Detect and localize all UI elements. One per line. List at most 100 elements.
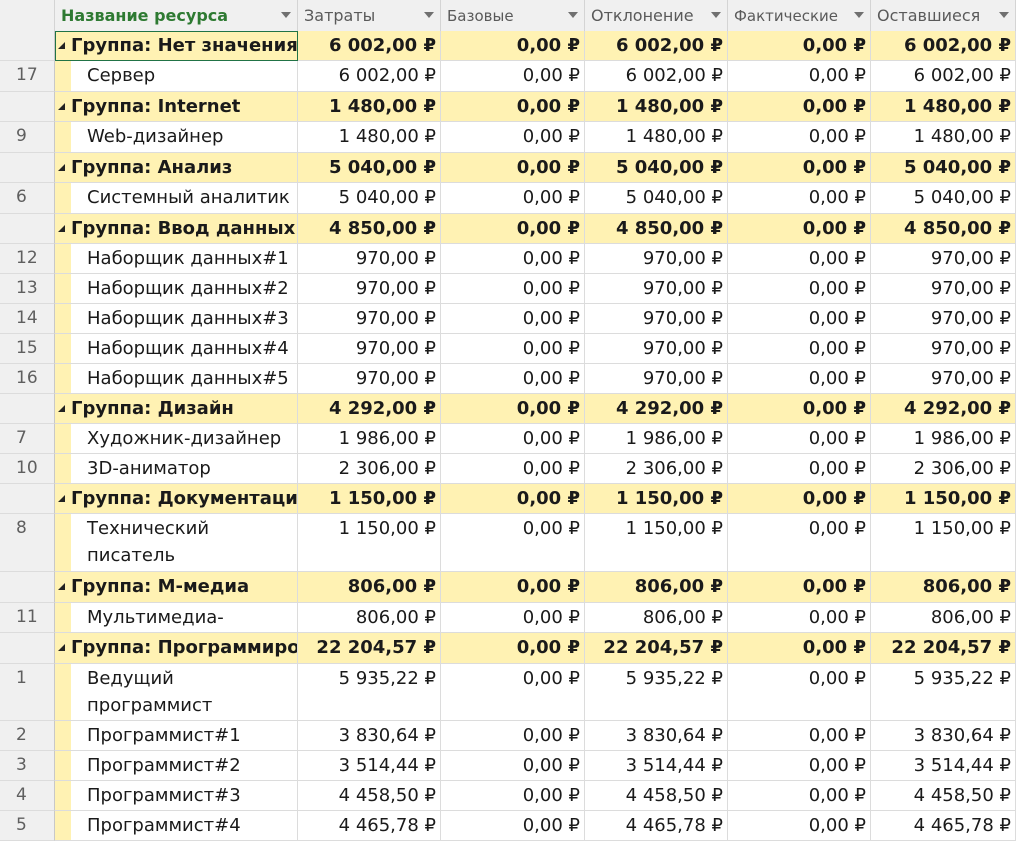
row-number[interactable]: 17: [0, 61, 55, 92]
remaining-cell[interactable]: 806,00 ₽: [871, 603, 1016, 633]
variance-cell[interactable]: 22 204,57 ₽: [585, 633, 728, 664]
cost-cell[interactable]: 970,00 ₽: [298, 364, 441, 394]
variance-cell[interactable]: 1 480,00 ₽: [585, 92, 728, 122]
column-header-cost[interactable]: Затраты: [298, 0, 441, 31]
row-number[interactable]: 7: [0, 424, 55, 454]
remaining-cell[interactable]: 3 514,44 ₽: [871, 751, 1016, 781]
row-number[interactable]: 12: [0, 244, 55, 274]
resource-name-cell[interactable]: Группа: Нет значения: [55, 31, 298, 61]
cost-cell[interactable]: 4 465,78 ₽: [298, 811, 441, 841]
row-number[interactable]: 4: [0, 781, 55, 811]
variance-cell[interactable]: 4 458,50 ₽: [585, 781, 728, 811]
chevron-down-icon[interactable]: [281, 12, 291, 18]
baseline-cell[interactable]: 0,00 ₽: [441, 514, 585, 572]
variance-cell[interactable]: 4 850,00 ₽: [585, 214, 728, 244]
remaining-cell[interactable]: 4 465,78 ₽: [871, 811, 1016, 841]
collapse-triangle-icon[interactable]: [58, 495, 65, 502]
remaining-cell[interactable]: 806,00 ₽: [871, 572, 1016, 603]
resource-name-cell[interactable]: Технический писатель: [55, 514, 298, 572]
variance-cell[interactable]: 1 150,00 ₽: [585, 484, 728, 514]
chevron-down-icon[interactable]: [999, 12, 1009, 18]
baseline-cell[interactable]: 0,00 ₽: [441, 61, 585, 92]
row-number[interactable]: 10: [0, 454, 55, 484]
row-number[interactable]: [0, 214, 55, 244]
actual-cell[interactable]: 0,00 ₽: [728, 31, 871, 61]
actual-cell[interactable]: 0,00 ₽: [728, 334, 871, 364]
chevron-down-icon[interactable]: [424, 12, 434, 18]
actual-cell[interactable]: 0,00 ₽: [728, 664, 871, 721]
cost-cell[interactable]: 2 306,00 ₽: [298, 454, 441, 484]
select-all-corner[interactable]: [0, 0, 55, 31]
resource-name-cell[interactable]: Сервер: [55, 61, 298, 92]
resource-name-cell[interactable]: Программист#3: [55, 781, 298, 811]
remaining-cell[interactable]: 5 040,00 ₽: [871, 153, 1016, 183]
cost-cell[interactable]: 4 458,50 ₽: [298, 781, 441, 811]
group-row[interactable]: Группа: Нет значения 6 002,00 ₽0,00 ₽6 00…: [0, 31, 1016, 61]
row-number[interactable]: [0, 572, 55, 603]
baseline-cell[interactable]: 0,00 ₽: [441, 274, 585, 304]
actual-cell[interactable]: 0,00 ₽: [728, 122, 871, 153]
variance-cell[interactable]: 6 002,00 ₽: [585, 61, 728, 92]
chevron-down-icon[interactable]: [854, 12, 864, 18]
baseline-cell[interactable]: 0,00 ₽: [441, 484, 585, 514]
collapse-triangle-icon[interactable]: [58, 644, 65, 651]
cost-cell[interactable]: 3 830,64 ₽: [298, 721, 441, 751]
table-row[interactable]: 13 Наборщик данных#2 970,00 ₽0,00 ₽970,00 …: [0, 274, 1016, 304]
column-header-actual[interactable]: Фактические: [728, 0, 871, 31]
resource-name-cell[interactable]: 3D-аниматор: [55, 454, 298, 484]
actual-cell[interactable]: 0,00 ₽: [728, 811, 871, 841]
actual-cell[interactable]: 0,00 ₽: [728, 214, 871, 244]
variance-cell[interactable]: 4 465,78 ₽: [585, 811, 728, 841]
resource-name-cell[interactable]: Группа: Internet: [55, 92, 298, 122]
table-row[interactable]: 17 Сервер 6 002,00 ₽0,00 ₽6 002,00 ₽0,00 ₽…: [0, 61, 1016, 92]
variance-cell[interactable]: 5 040,00 ₽: [585, 183, 728, 214]
cost-cell[interactable]: 22 204,57 ₽: [298, 633, 441, 664]
cost-cell[interactable]: 5 935,22 ₽: [298, 664, 441, 721]
baseline-cell[interactable]: 0,00 ₽: [441, 304, 585, 334]
baseline-cell[interactable]: 0,00 ₽: [441, 454, 585, 484]
table-row[interactable]: 1 Ведущий программист 5 935,22 ₽0,00 ₽5 93…: [0, 664, 1016, 721]
remaining-cell[interactable]: 970,00 ₽: [871, 304, 1016, 334]
remaining-cell[interactable]: 4 458,50 ₽: [871, 781, 1016, 811]
baseline-cell[interactable]: 0,00 ₽: [441, 572, 585, 603]
actual-cell[interactable]: 0,00 ₽: [728, 92, 871, 122]
remaining-cell[interactable]: 1 986,00 ₽: [871, 424, 1016, 454]
column-header-baseline[interactable]: Базовые: [441, 0, 585, 31]
row-number[interactable]: 2: [0, 721, 55, 751]
actual-cell[interactable]: 0,00 ₽: [728, 244, 871, 274]
row-number[interactable]: [0, 394, 55, 424]
resource-name-cell[interactable]: Группа: М-медиа: [55, 572, 298, 603]
baseline-cell[interactable]: 0,00 ₽: [441, 394, 585, 424]
row-number[interactable]: 6: [0, 183, 55, 214]
table-row[interactable]: 14 Наборщик данных#3 970,00 ₽0,00 ₽970,00 …: [0, 304, 1016, 334]
collapse-triangle-icon[interactable]: [58, 225, 65, 232]
baseline-cell[interactable]: 0,00 ₽: [441, 31, 585, 61]
actual-cell[interactable]: 0,00 ₽: [728, 603, 871, 633]
remaining-cell[interactable]: 1 480,00 ₽: [871, 122, 1016, 153]
actual-cell[interactable]: 0,00 ₽: [728, 781, 871, 811]
resource-name-cell[interactable]: Группа: Ввод данных: [55, 214, 298, 244]
variance-cell[interactable]: 5 935,22 ₽: [585, 664, 728, 721]
baseline-cell[interactable]: 0,00 ₽: [441, 664, 585, 721]
resource-name-cell[interactable]: Группа: Дизайн: [55, 394, 298, 424]
row-number[interactable]: 5: [0, 811, 55, 841]
baseline-cell[interactable]: 0,00 ₽: [441, 183, 585, 214]
row-number[interactable]: [0, 484, 55, 514]
group-row[interactable]: Группа: Анализ 5 040,00 ₽0,00 ₽5 040,00 ₽…: [0, 153, 1016, 183]
cost-cell[interactable]: 3 514,44 ₽: [298, 751, 441, 781]
table-row[interactable]: 16 Наборщик данных#5 970,00 ₽0,00 ₽970,00 …: [0, 364, 1016, 394]
row-number[interactable]: 13: [0, 274, 55, 304]
resource-name-cell[interactable]: Программист#2: [55, 751, 298, 781]
row-number[interactable]: [0, 92, 55, 122]
baseline-cell[interactable]: 0,00 ₽: [441, 811, 585, 841]
group-row[interactable]: Группа: Программирование22 204,57 ₽0,00 …: [0, 633, 1016, 664]
remaining-cell[interactable]: 970,00 ₽: [871, 274, 1016, 304]
actual-cell[interactable]: 0,00 ₽: [728, 61, 871, 92]
group-row[interactable]: Группа: Дизайн 4 292,00 ₽0,00 ₽4 292,00 ₽…: [0, 394, 1016, 424]
remaining-cell[interactable]: 1 480,00 ₽: [871, 92, 1016, 122]
baseline-cell[interactable]: 0,00 ₽: [441, 751, 585, 781]
resource-name-cell[interactable]: Наборщик данных#4: [55, 334, 298, 364]
variance-cell[interactable]: 3 830,64 ₽: [585, 721, 728, 751]
resource-name-cell[interactable]: Художник-дизайнер: [55, 424, 298, 454]
